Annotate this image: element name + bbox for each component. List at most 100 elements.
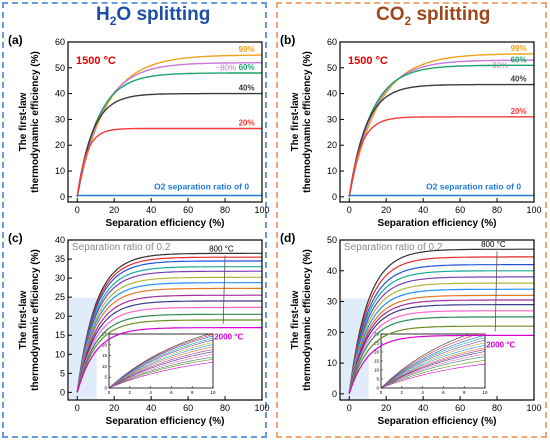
x-tick-label: 20 xyxy=(109,403,119,413)
y-tick-label: 35 xyxy=(55,254,65,264)
series-line xyxy=(348,64,534,197)
inset-series-line xyxy=(380,360,486,389)
series-line xyxy=(348,248,534,394)
series-line xyxy=(348,310,534,394)
inset-x-tick-label: 6 xyxy=(170,390,173,395)
temp-high-label: 800 °C xyxy=(209,244,234,253)
series-line xyxy=(76,62,262,197)
temperature-annotation: 1500 °C xyxy=(76,55,116,67)
inset-series-line xyxy=(380,342,486,389)
series-line xyxy=(348,59,534,197)
inset-y-tick-label: 25 xyxy=(374,341,380,346)
y-axis-label-line: thermodynamic efficiency (%) xyxy=(30,249,41,391)
inset-series-line xyxy=(380,353,486,389)
temperature-annotation: 1500 °C xyxy=(348,55,388,67)
inset-series-line xyxy=(380,356,486,389)
series-line xyxy=(348,282,534,394)
x-tick-label: 40 xyxy=(418,205,428,215)
inset-y-tick-label: 10 xyxy=(102,364,108,369)
temperature-trend-line xyxy=(494,251,498,332)
series-line xyxy=(76,313,262,393)
series-line xyxy=(76,260,262,393)
inset-series-line xyxy=(108,344,214,389)
x-axis-label: Separation efficiency (%) xyxy=(378,416,497,427)
inset-series-line xyxy=(108,339,214,389)
y-tick-label: 5 xyxy=(60,368,65,378)
inset-series-line xyxy=(108,354,214,389)
panel-label: (d) xyxy=(280,231,295,245)
series-line xyxy=(348,299,534,394)
x-tick-label: 80 xyxy=(220,403,230,413)
series-line xyxy=(76,319,262,393)
y-tick-label: 50 xyxy=(327,235,337,245)
series-line xyxy=(76,287,262,393)
x-tick-label: 80 xyxy=(492,403,502,413)
series-line xyxy=(76,252,262,393)
y-tick-label: 25 xyxy=(55,292,65,302)
inset-y-tick-label: 0 xyxy=(104,386,107,391)
inset-series-line xyxy=(108,335,214,389)
panel-label: (a) xyxy=(8,33,23,47)
y-tick-label: 60 xyxy=(327,37,337,47)
y-tick-label: 40 xyxy=(327,266,337,276)
series-line xyxy=(348,325,534,394)
x-tick-label: 60 xyxy=(183,403,193,413)
y-tick-label: 40 xyxy=(55,89,65,99)
y-tick-label: 20 xyxy=(55,311,65,321)
inset-series-line xyxy=(108,333,213,389)
series-line xyxy=(76,266,262,393)
separation-ratio-annotation: Separation ratio of 0.2 xyxy=(72,242,171,253)
inset-x-tick-label: 4 xyxy=(421,390,424,395)
y-tick-label: 10 xyxy=(55,166,65,176)
inset-x-tick-label: 4 xyxy=(149,390,152,395)
series-line xyxy=(348,304,534,394)
y-tick-label: 0 xyxy=(332,389,337,399)
series-line xyxy=(76,92,262,197)
y-axis-label: The first-lawthermodynamic efficiency (%… xyxy=(290,51,313,193)
x-tick-label: 0 xyxy=(75,403,80,413)
inset-x-tick-label: 0 xyxy=(380,390,383,395)
x-tick-label: 20 xyxy=(109,205,119,215)
inset-series-line xyxy=(380,334,486,389)
plot-frame xyxy=(67,239,263,401)
y-tick-label: 60 xyxy=(55,37,65,47)
y-tick-label: 10 xyxy=(55,349,65,359)
series-line xyxy=(76,327,262,393)
series-line xyxy=(348,83,534,197)
inset-series-line xyxy=(108,346,214,389)
series-label: ~80% xyxy=(215,64,236,73)
series-line xyxy=(76,256,262,393)
co2-header: CO2 splitting xyxy=(376,4,491,28)
x-tick-label: 100 xyxy=(526,403,541,413)
x-axis-label: Separation efficiency (%) xyxy=(378,218,497,229)
y-axis-label-line: The first-law xyxy=(18,92,29,151)
inset-series-line xyxy=(108,342,214,389)
x-tick-label: 60 xyxy=(455,403,465,413)
y-axis-label-line: The first-law xyxy=(18,290,29,349)
series-label: 40% xyxy=(239,84,255,93)
inset-x-tick-label: 8 xyxy=(191,390,194,395)
y-tick-label: 0 xyxy=(60,387,65,397)
series-line xyxy=(348,334,534,394)
temp-high-label: 800 °C xyxy=(481,240,506,249)
y-tick-label: 30 xyxy=(327,297,337,307)
series-line xyxy=(76,276,262,393)
inset-x-tick-label: 0 xyxy=(108,390,111,395)
inset-series-line xyxy=(380,347,486,389)
inset-series-line xyxy=(108,356,214,389)
x-tick-label: 20 xyxy=(381,205,391,215)
series-line xyxy=(348,288,534,394)
x-tick-label: 40 xyxy=(146,205,156,215)
inset-series-line xyxy=(380,351,486,389)
series-label: 60% xyxy=(239,63,255,72)
inset-series-line xyxy=(380,333,485,389)
series-label: 20% xyxy=(511,107,527,116)
x-tick-label: 0 xyxy=(75,205,80,215)
series-label: 20% xyxy=(239,118,255,127)
series-line xyxy=(76,54,262,197)
inset-series-line xyxy=(108,334,214,389)
x-tick-label: 80 xyxy=(492,205,502,215)
